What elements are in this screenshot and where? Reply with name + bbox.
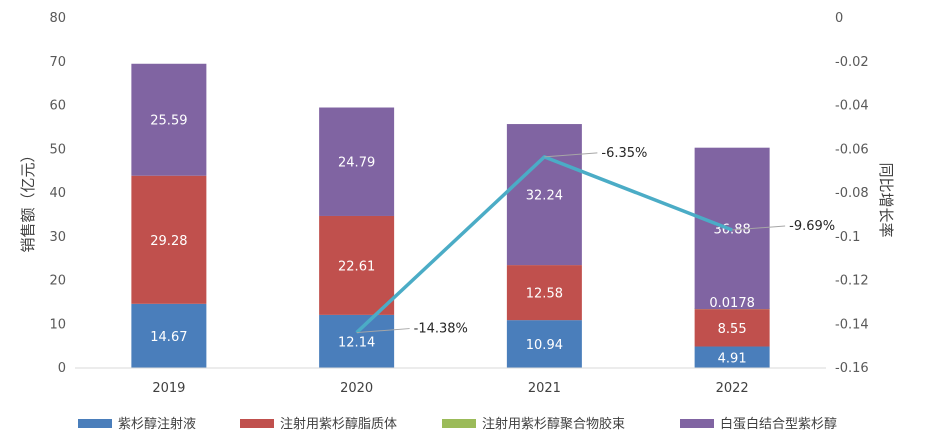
growth-data-label: -6.35% <box>601 146 647 161</box>
y-tick-label: 0 <box>58 361 66 376</box>
y-tick-label: 20 <box>49 274 66 289</box>
legend-label: 注射用紫杉醇聚合物胶束 <box>482 416 625 432</box>
x-tick-label: 2019 <box>152 381 185 396</box>
bar-segment <box>694 346 770 368</box>
y2-tick-label: 0 <box>835 11 843 26</box>
y-tick-label: 30 <box>49 230 66 245</box>
legend-label: 紫杉醇注射液 <box>118 416 196 432</box>
bar-segment <box>131 303 207 368</box>
y-tick-label: 10 <box>49 317 66 332</box>
y2-tick-label: -0.1 <box>835 230 860 245</box>
bar-data-label: 12.14 <box>338 335 375 350</box>
x-axis: 2019 2020 2021 2022 <box>75 367 826 396</box>
growth-label-leader <box>544 152 598 158</box>
bar-data-label: 22.61 <box>338 259 375 274</box>
y-tick-label: 40 <box>49 186 66 201</box>
bar-data-label: 32.24 <box>526 189 563 204</box>
growth-line-layer: -14.38% -6.35% -9.69% <box>355 146 835 337</box>
bar-data-label: 10.94 <box>526 338 563 353</box>
bar-segment <box>506 124 582 266</box>
bars <box>131 63 770 368</box>
legend-label: 白蛋白结合型紫杉醇 <box>720 416 837 432</box>
bar-data-label: 0.0178 <box>709 296 755 311</box>
bar-labels: 14.67 29.28 25.59 12.14 22.61 24.79 10.94 12.58… <box>150 114 755 367</box>
x-tick-label: 2022 <box>716 381 749 396</box>
bar-data-label: 14.67 <box>150 330 187 345</box>
y2-axis-title: 同比增长率 <box>877 162 895 237</box>
y2-tick-label: -0.16 <box>835 361 869 376</box>
y2-tick-label: -0.12 <box>835 274 869 289</box>
bar-segment <box>131 63 207 176</box>
legend-swatch <box>240 419 274 428</box>
growth-data-label: -14.38% <box>414 322 468 337</box>
bar-segment <box>506 265 582 321</box>
y-axis-right: -0.16 -0.14 -0.12 -0.1 -0.08 -0.06 -0.04 -0.02 0 <box>835 11 869 376</box>
y-tick-label: 80 <box>49 11 66 26</box>
bar-data-label: 29.28 <box>150 234 187 249</box>
legend-label: 注射用紫杉醇脂质体 <box>280 416 397 432</box>
y-tick-label: 60 <box>49 99 66 114</box>
bar-segment <box>694 309 770 347</box>
growth-label-leader <box>356 328 410 334</box>
legend-swatch <box>442 419 476 428</box>
bar-data-label: 24.79 <box>338 156 375 171</box>
y-axis-title: 销售额（亿元） <box>19 147 37 252</box>
legend-swatch <box>680 419 714 428</box>
y2-tick-label: -0.04 <box>835 99 869 114</box>
legend: 紫杉醇注射液 注射用紫杉醇脂质体 注射用紫杉醇聚合物胶束 白蛋白结合型紫杉醇 <box>78 416 837 432</box>
bar-data-label: 12.58 <box>526 287 563 302</box>
y2-tick-label: -0.14 <box>835 317 869 332</box>
legend-swatch <box>78 419 112 428</box>
bar-segment <box>319 215 395 315</box>
y2-tick-label: -0.02 <box>835 55 869 70</box>
y-axis-left: 0 10 20 30 40 50 60 70 80 <box>49 11 66 376</box>
y-tick-label: 70 <box>49 55 66 70</box>
x-tick-label: 2021 <box>528 381 561 396</box>
bar-data-label: 8.55 <box>718 322 747 337</box>
y2-tick-label: -0.08 <box>835 186 869 201</box>
y2-tick-label: -0.06 <box>835 142 869 157</box>
bar-segment <box>131 175 207 304</box>
x-tick-label: 2020 <box>340 381 373 396</box>
growth-label-leader <box>732 225 786 231</box>
growth-data-label: -9.69% <box>789 219 835 234</box>
bar-segment <box>506 320 582 368</box>
y-tick-label: 50 <box>49 142 66 157</box>
bar-data-label: 4.91 <box>718 351 747 366</box>
bar-segment <box>319 314 395 368</box>
bar-segment <box>319 107 395 216</box>
bar-data-label: 25.59 <box>150 114 187 129</box>
